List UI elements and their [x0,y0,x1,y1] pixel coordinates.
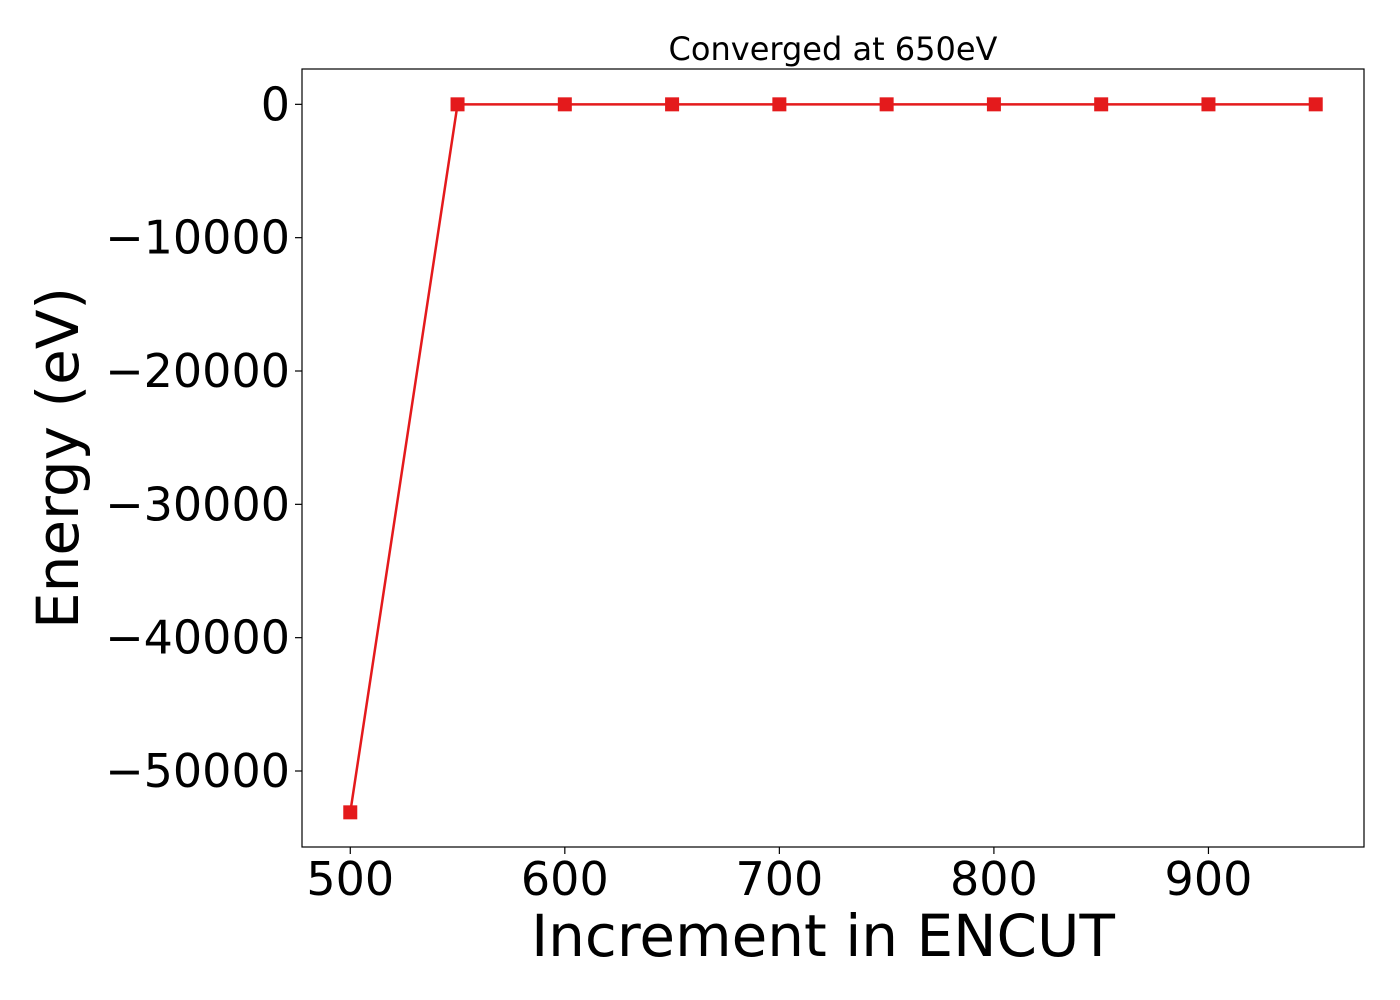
data-point-marker [1308,97,1323,112]
data-point-marker [1094,97,1109,112]
series-layer [343,97,1323,820]
y-tick-label: 0 [261,77,290,131]
data-point-marker [450,97,465,112]
x-tick-label: 600 [521,852,609,906]
y-tick-label: −50000 [105,744,290,798]
x-tick-label: 900 [1165,852,1253,906]
y-tick-label: −40000 [105,611,290,665]
data-point-marker [879,97,894,112]
x-axis-ticks: 500 600 700 800 900 [306,847,1252,906]
series-line [349,103,1316,813]
data-point-marker [772,97,787,112]
plot-area [301,68,1365,848]
data-point-marker [1201,97,1216,112]
data-point-marker [343,805,358,820]
x-tick-label: 800 [950,852,1038,906]
y-axis-label: Energy (eV) [24,287,92,629]
x-axis-label: Increment in ENCUT [531,902,1115,970]
y-tick-label: −30000 [105,477,290,531]
y-tick-label: −20000 [105,344,290,398]
y-axis-ticks: 0 −10000 −20000 −30000 −40000 −50000 [105,77,302,798]
x-tick-label: 500 [306,852,394,906]
data-point-marker [557,97,572,112]
data-point-marker [986,97,1001,112]
y-tick-label: −10000 [105,211,290,265]
data-point-marker [665,97,680,112]
x-tick-label: 700 [735,852,823,906]
chart-title: Converged at 650eV [669,30,998,68]
